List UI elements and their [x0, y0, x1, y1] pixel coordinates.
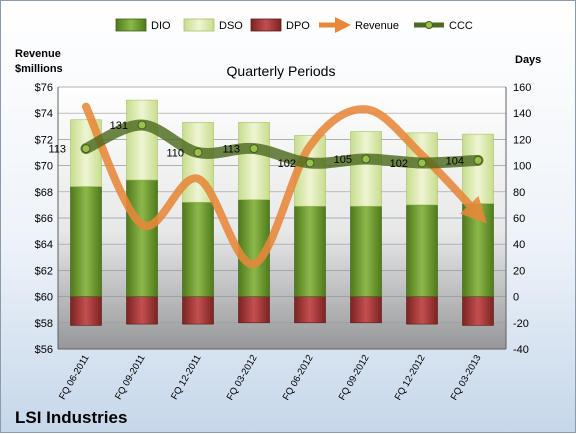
dso-bar — [127, 100, 158, 180]
dio-bar — [127, 180, 158, 297]
left-axis-label-line2: $millions — [15, 63, 63, 75]
dio-bar — [407, 205, 438, 297]
right-tick-label: 80 — [513, 187, 525, 199]
legend-swatch-dso — [184, 19, 214, 31]
right-tick-label: 20 — [513, 265, 525, 277]
dio-bar — [183, 202, 214, 296]
dpo-bar — [183, 297, 214, 325]
dio-bar — [351, 206, 382, 296]
ccc-data-label: 105 — [334, 154, 352, 166]
dpo-bar — [351, 297, 382, 323]
left-tick-label: $60 — [35, 292, 53, 304]
ccc-point — [418, 159, 426, 167]
legend-label-ccc: CCC — [449, 20, 473, 32]
legend-label-revenue: Revenue — [355, 20, 399, 32]
dpo-bar — [71, 297, 102, 326]
left-tick-label: $58 — [35, 318, 53, 330]
legend-swatch-dpo — [251, 19, 281, 31]
legend-label-dio: DIO — [151, 20, 171, 32]
category-label: FQ 12-2012 — [393, 353, 428, 402]
legend-label-dpo: DPO — [286, 20, 310, 32]
dpo-bar — [407, 297, 438, 325]
ccc-data-label: 113 — [48, 144, 66, 156]
ccc-data-label: 102 — [390, 158, 408, 170]
ccc-point — [474, 156, 482, 164]
dpo-bar — [295, 297, 326, 323]
dso-bar — [351, 132, 382, 207]
category-label: FQ 03-2012 — [225, 353, 260, 402]
company-name: LSI Industries — [15, 408, 127, 427]
dpo-bar — [463, 297, 494, 326]
ccc-data-label: 110 — [166, 148, 184, 160]
category-label: FQ 06-2012 — [281, 353, 316, 402]
dio-bar — [295, 206, 326, 296]
dpo-bar — [127, 297, 158, 325]
left-tick-label: $62 — [35, 265, 53, 277]
category-label: FQ 06-2011 — [57, 353, 92, 402]
legend-swatch-dio — [116, 19, 146, 31]
ccc-data-label: 102 — [278, 158, 296, 170]
chart-title: Quarterly Periods — [227, 63, 336, 79]
right-tick-label: 140 — [513, 108, 531, 120]
legend-label-dso: DSO — [219, 20, 243, 32]
right-axis-label: Days — [515, 54, 541, 66]
category-label: FQ 09-2011 — [113, 353, 148, 402]
right-tick-label: 160 — [513, 82, 531, 94]
legend-marker-ccc — [426, 22, 433, 29]
ccc-data-label: 131 — [110, 120, 128, 132]
left-tick-label: $74 — [35, 108, 53, 120]
ccc-point — [194, 149, 202, 157]
left-tick-label: $64 — [35, 239, 53, 251]
right-tick-label: 40 — [513, 239, 525, 251]
dso-bar — [463, 134, 494, 203]
right-tick-label: -20 — [513, 318, 529, 330]
ccc-point — [138, 121, 146, 129]
dio-bar — [71, 187, 102, 297]
left-tick-label: $70 — [35, 161, 53, 173]
right-tick-label: 100 — [513, 161, 531, 173]
category-label: FQ 03-2013 — [449, 353, 484, 402]
right-tick-label: -40 — [513, 344, 529, 356]
right-tick-label: 0 — [513, 292, 519, 304]
left-axis-label-line1: Revenue — [15, 48, 61, 60]
ccc-data-label: 104 — [446, 155, 464, 167]
ccc-point — [250, 145, 258, 153]
right-tick-label: 60 — [513, 213, 525, 225]
ccc-data-label: 113 — [222, 144, 240, 156]
category-label: FQ 12-2011 — [169, 353, 204, 402]
ccc-point — [306, 159, 314, 167]
dso-bar — [239, 122, 270, 199]
left-tick-label: $56 — [35, 344, 53, 356]
ccc-point — [362, 155, 370, 163]
ccc-point — [82, 145, 90, 153]
dpo-bar — [239, 297, 270, 323]
category-label: FQ 09-2012 — [337, 353, 372, 402]
left-tick-label: $66 — [35, 213, 53, 225]
left-tick-label: $68 — [35, 187, 53, 199]
right-tick-label: 120 — [513, 134, 531, 146]
left-tick-label: $76 — [35, 82, 53, 94]
